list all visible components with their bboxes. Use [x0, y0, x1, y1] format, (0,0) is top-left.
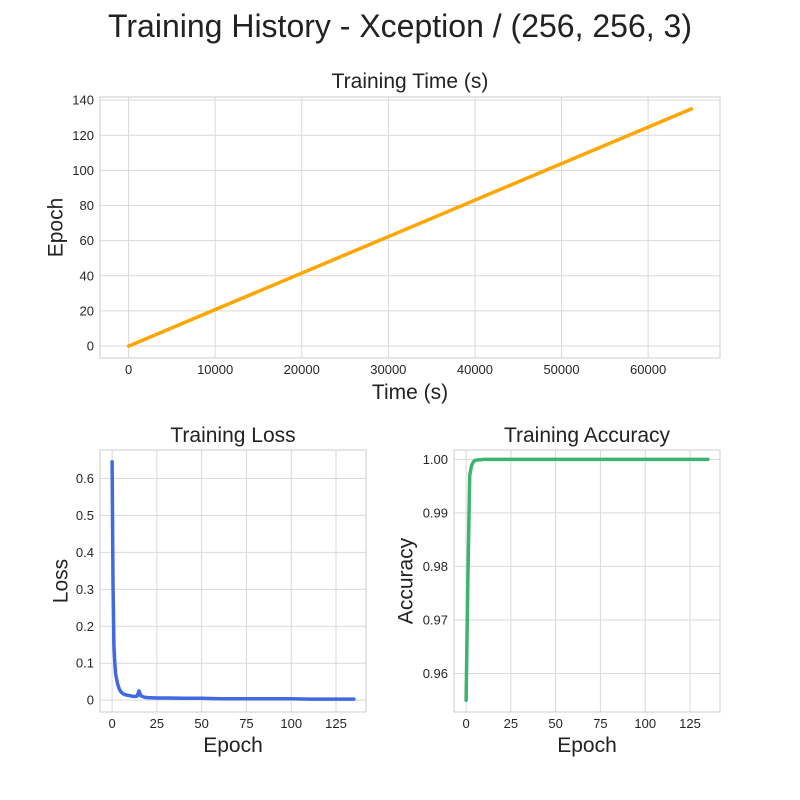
- x-tick-label: 50000: [543, 362, 579, 377]
- y-tick-label: 0.99: [423, 505, 448, 520]
- y-tick-label: 0.5: [76, 508, 94, 523]
- y-tick-label: 0.6: [76, 471, 94, 486]
- y-tick-label: 0.4: [76, 545, 94, 560]
- x-tick-label: 10000: [197, 362, 233, 377]
- x-tick-label: 0: [125, 362, 132, 377]
- y-tick-label: 120: [72, 128, 94, 143]
- x-tick-label: 75: [239, 716, 253, 731]
- plot-frame: [100, 450, 366, 712]
- y-tick-label: 80: [80, 198, 94, 213]
- x-tick-label: 20000: [284, 362, 320, 377]
- chart-2: 0 25 50 75 100 125 0 0.1 0.2 0.3 0.4 0.5 0.6 Training…: [49, 424, 366, 757]
- y-tick-label: 0.1: [76, 656, 94, 671]
- chart-3: 0 25 50 75 100 125 0.96 0.97 0.98 0.99 1.00 Trainin…: [394, 424, 720, 757]
- x-tick-label: 75: [593, 716, 607, 731]
- chart-1: 0 10000 20000 30000 40000 50000 60000 0 20 40 60 80…: [44, 70, 720, 404]
- x-tick-label: 25: [150, 716, 164, 731]
- y-tick-label: 140: [72, 93, 94, 108]
- x-axis-label: Time (s): [372, 381, 448, 404]
- y-tick-label: 0: [87, 693, 94, 708]
- x-axis-label: Epoch: [203, 734, 263, 757]
- y-tick-label: 100: [72, 163, 94, 178]
- chart-title: Training Loss: [170, 424, 295, 447]
- chart-title: Training Time (s): [332, 70, 489, 93]
- y-tick-label: 0.3: [76, 582, 94, 597]
- x-tick-label: 60000: [630, 362, 666, 377]
- y-tick-label: 40: [80, 268, 94, 283]
- y-axis-label: Epoch: [44, 198, 67, 258]
- y-tick-label: 0.97: [423, 612, 448, 627]
- y-tick-label: 0.98: [423, 559, 448, 574]
- y-axis-label: Accuracy: [394, 537, 417, 624]
- y-tick-label: 60: [80, 233, 94, 248]
- x-tick-label: 0: [462, 716, 469, 731]
- x-tick-label: 50: [548, 716, 562, 731]
- y-tick-label: 0: [87, 339, 94, 354]
- x-tick-label: 30000: [370, 362, 406, 377]
- series-line-accuracy: [466, 459, 708, 700]
- x-tick-label: 125: [679, 716, 701, 731]
- x-tick-label: 100: [280, 716, 302, 731]
- y-tick-label: 0.2: [76, 619, 94, 634]
- x-tick-label: 125: [325, 716, 347, 731]
- chart-title: Training Accuracy: [504, 424, 671, 447]
- x-tick-label: 0: [108, 716, 115, 731]
- y-tick-label: 1.00: [423, 452, 448, 467]
- x-tick-label: 40000: [457, 362, 493, 377]
- y-tick-label: 0.96: [423, 666, 448, 681]
- plot-frame: [454, 450, 720, 712]
- x-tick-label: 50: [194, 716, 208, 731]
- x-tick-label: 100: [634, 716, 656, 731]
- y-axis-label: Loss: [49, 559, 72, 603]
- x-axis-label: Epoch: [557, 734, 617, 757]
- y-tick-label: 20: [80, 303, 94, 318]
- x-tick-label: 25: [504, 716, 518, 731]
